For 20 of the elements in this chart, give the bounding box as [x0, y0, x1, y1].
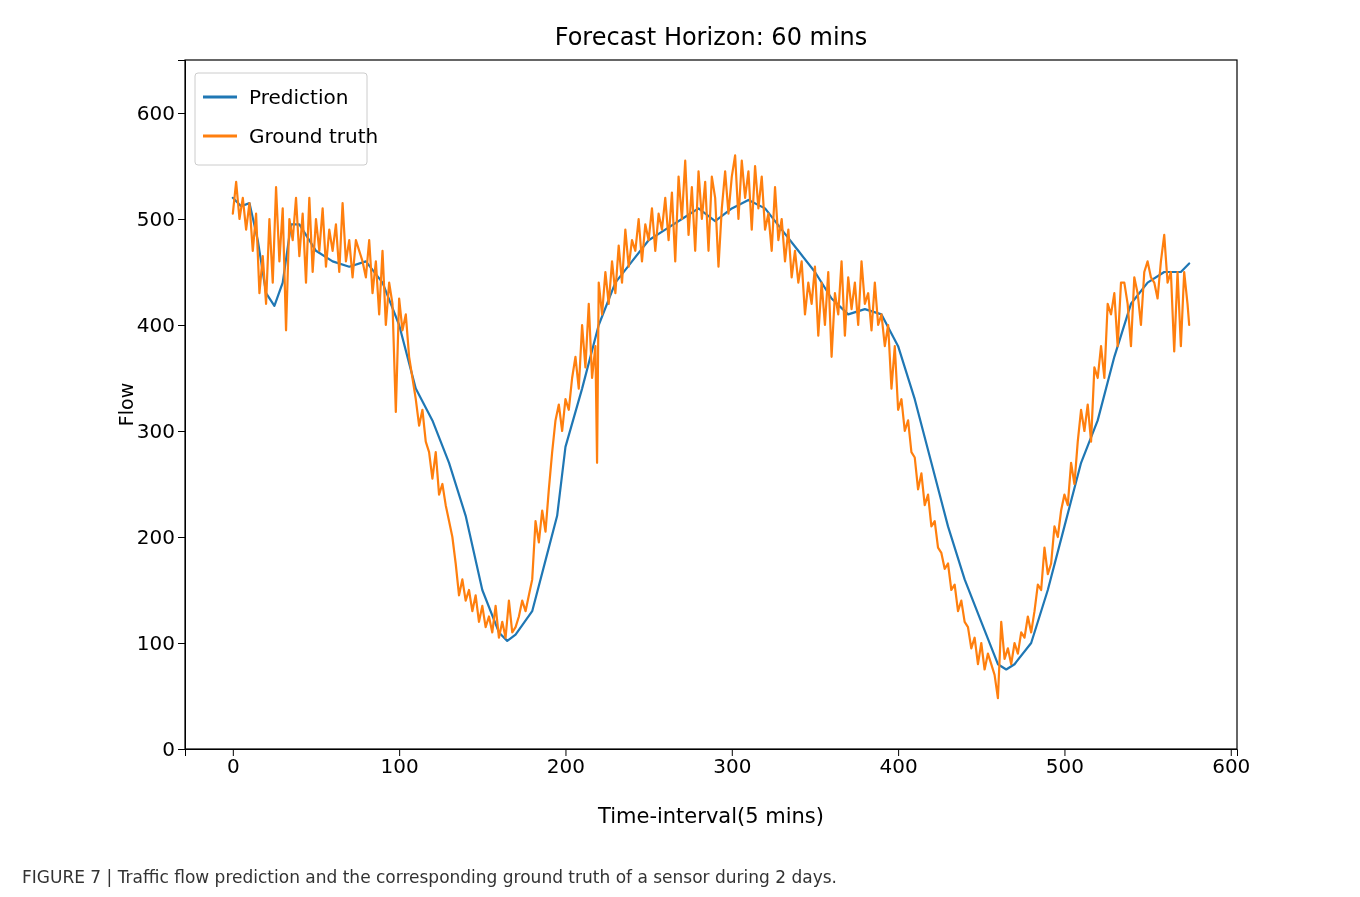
legend-label: Prediction — [249, 85, 349, 109]
x-tick-label: 300 — [713, 754, 752, 779]
x-tick-label: 0 — [226, 754, 240, 779]
chart-title: Forecast Horizon: 60 mins — [554, 23, 868, 51]
x-tick-label: 400 — [879, 754, 918, 779]
y-tick-label: 600 — [136, 100, 175, 125]
y-tick-label: 0 — [162, 736, 175, 761]
x-tick-label: 500 — [1045, 754, 1085, 779]
y-tick-label: 200 — [136, 524, 175, 549]
caption: FIGURE 7 | Traffic flow prediction and the corresponding ground truth of a sensor during 2 days. — [22, 867, 837, 887]
x-tick-label: 600 — [1212, 754, 1251, 779]
y-tick-label: 300 — [136, 418, 175, 443]
x-tick-label: 200 — [546, 754, 586, 779]
y-tick-label: 500 — [136, 206, 175, 231]
y-tick-label: 100 — [136, 630, 175, 655]
x-axis-title: Time-interval(5 mins) — [597, 804, 824, 828]
y-axis-title: Flow — [115, 382, 137, 427]
legend-label: Ground truth — [249, 124, 379, 148]
y-tick-label: 400 — [136, 312, 175, 337]
x-tick-label: 100 — [380, 754, 419, 779]
